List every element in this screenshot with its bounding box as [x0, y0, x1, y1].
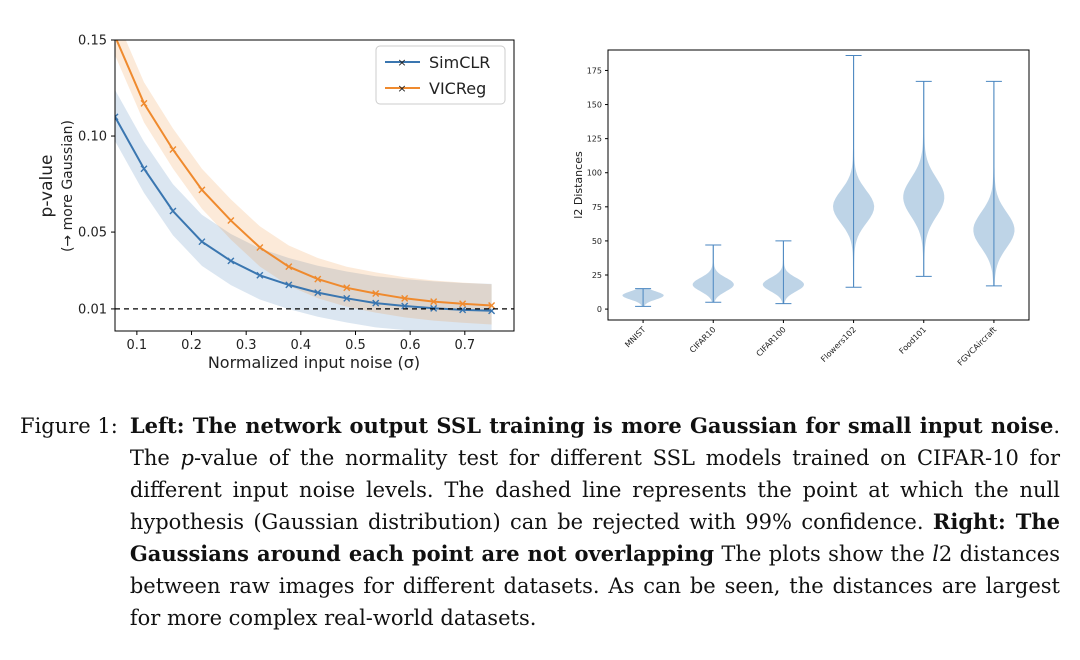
vicreg-point [227, 217, 235, 225]
y-tick-label: 0.10 [78, 130, 107, 145]
simclr-point [140, 165, 148, 173]
x-tick-label: 0.7 [454, 338, 475, 353]
vicreg-point [169, 145, 177, 153]
caption-body: Left: The network output SSL training is… [130, 410, 1060, 634]
x-axis-label: Normalized input noise (σ) [208, 353, 420, 372]
plot-frame [607, 49, 1030, 321]
x-tick-label: 0.2 [181, 338, 202, 353]
x-tick-label: 0.4 [290, 338, 311, 353]
x-tick-label: 0.5 [345, 338, 366, 353]
simclr-point [401, 302, 409, 310]
vicreg-point [430, 298, 438, 306]
simclr-point [343, 294, 351, 302]
y-tick-label: 50 [592, 237, 602, 246]
x-tick-label: Food101 [897, 325, 928, 356]
simclr-point [285, 281, 293, 289]
vicreg-point [488, 301, 496, 309]
simclr-point [198, 238, 206, 246]
legend-simclr-label: SimCLR [429, 53, 490, 72]
y-tick-label: 75 [592, 203, 602, 212]
simclr-point [169, 207, 177, 215]
y-axis-sublabel: (→ more Gaussian) [60, 120, 76, 252]
y-tick-label: 0.05 [78, 226, 107, 241]
vicreg-point [198, 186, 206, 194]
vicreg-point [140, 99, 148, 107]
y-tick-label: 25 [592, 271, 602, 280]
pvalue-line-chart: 0.1 0.2 0.3 0.4 0.5 0.6 0.7 0.01 0.05 0.10 0.15 N… [37, 33, 515, 372]
vicreg-point [401, 294, 409, 302]
caption-text-2: -value of the normality test for differe… [129, 446, 1060, 534]
vicreg-point [314, 275, 322, 283]
x-tick-label: CIFAR100 [755, 325, 788, 358]
x-tick-label: FGVCAircraft [956, 325, 998, 367]
l2-violin-chart: 0 25 50 75 100 125 150 175 MNIST CIFAR10 CIFAR100… [572, 49, 1030, 368]
vicreg-point [112, 33, 118, 39]
y-tick-label: 175 [587, 66, 602, 75]
x-tick-label: Flowers102 [819, 325, 858, 364]
figure-caption: Figure 1: Left: The network output SSL t… [20, 410, 1060, 634]
vicreg-point [372, 290, 380, 298]
legend-vicreg-marker: × [397, 82, 406, 95]
y-tick-label: 100 [587, 169, 602, 178]
x-tick-label: 0.3 [236, 338, 257, 353]
y-tick-label: 0.15 [78, 34, 107, 49]
caption-label: Figure 1: [20, 414, 118, 438]
simclr-point [459, 306, 467, 314]
y-tick-label: 0 [597, 305, 602, 314]
simclr-confidence-band [115, 89, 492, 331]
simclr-point [256, 271, 264, 279]
simclr-point [227, 257, 235, 265]
caption-right-bold: Right: The Gaussians around each point a… [129, 509, 1060, 566]
caption-p-italic: p [180, 446, 194, 470]
caption-text-1: . The [129, 414, 1060, 470]
simclr-series-line [115, 116, 492, 312]
caption-l-italic: l [932, 542, 939, 566]
vicreg-series-line [115, 40, 492, 307]
caption-left-bold: Left: The network output SSL training is… [129, 413, 1054, 438]
y-tick-label: 150 [587, 101, 602, 110]
simclr-point [314, 289, 322, 297]
vicreg-point [256, 243, 264, 251]
x-tick-label: 0.6 [400, 338, 421, 353]
y-tick-label: 0.01 [78, 302, 107, 317]
plot-frame [114, 39, 515, 332]
y-axis-label: l2 Distances [572, 151, 585, 219]
x-tick-label: 0.1 [127, 338, 148, 353]
caption-text-4: 2 distances between raw images for diffe… [129, 542, 1061, 630]
simclr-point [372, 299, 380, 307]
vicreg-point [285, 263, 293, 271]
simclr-point [115, 113, 119, 121]
x-tick-label: CIFAR10 [688, 325, 718, 355]
y-tick-label: 125 [587, 135, 602, 144]
vicreg-point [459, 300, 467, 308]
legend-vicreg-label: VICReg [429, 79, 486, 98]
caption-text-3: The plots show the [714, 542, 933, 566]
vicreg-point [343, 284, 351, 292]
legend-simclr-marker: × [397, 56, 406, 69]
x-tick-label: MNIST [623, 325, 647, 349]
legend: × SimCLR × VICReg [375, 45, 506, 105]
y-axis-label: p-value [37, 155, 57, 218]
vicreg-confidence-band [115, 40, 492, 325]
